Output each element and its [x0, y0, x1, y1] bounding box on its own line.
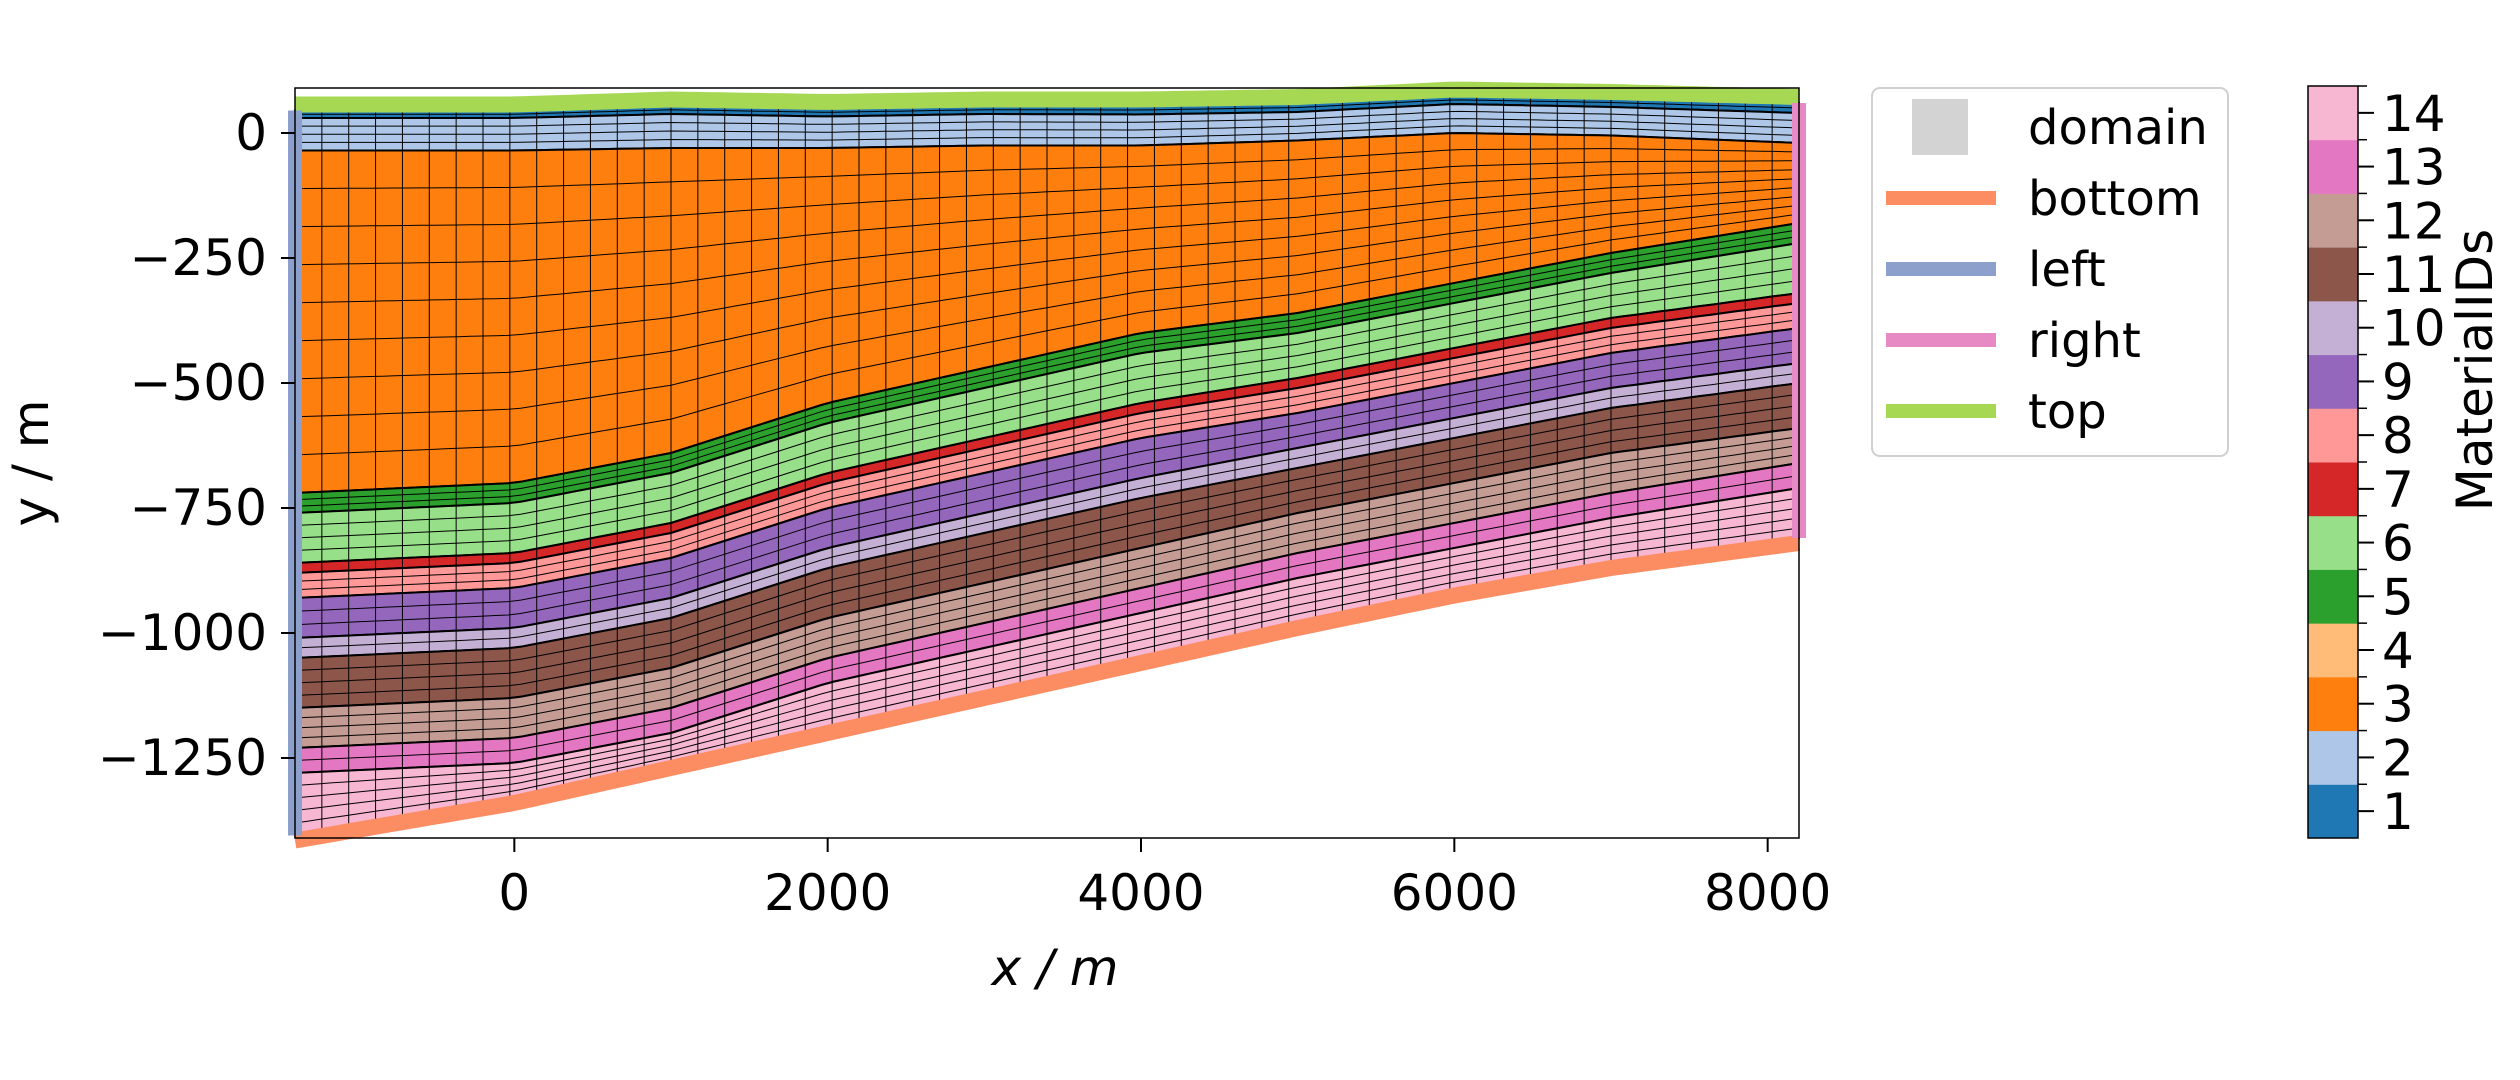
colorbar-segment-3	[2308, 676, 2358, 732]
colorbar-segment-7	[2308, 462, 2358, 517]
colorbar-tick-label: 1	[2382, 783, 2414, 841]
x-tick-label: 4000	[1077, 864, 1204, 922]
colorbar-tick-label: 5	[2382, 568, 2414, 626]
y-tick-label: −500	[130, 354, 267, 412]
x-axis-ticks: 0 2000 4000 6000 8000	[498, 838, 1831, 922]
legend-label-top: top	[2028, 384, 2107, 440]
x-tick-label: 6000	[1391, 864, 1518, 922]
colorbar-tick-label: 4	[2382, 622, 2414, 680]
colorbar-tick-label: 3	[2382, 676, 2414, 734]
colorbar-tick-label: 8	[2382, 407, 2414, 465]
colorbar-segment-11	[2308, 247, 2358, 302]
y-axis-label: y / m	[2, 400, 60, 527]
colorbar-segment-9	[2308, 354, 2358, 409]
y-axis-ticks: 0 −250 −500 −750 −1000 −1250	[98, 104, 295, 787]
y-tick-label: −1000	[98, 604, 267, 662]
y-tick-label: −1250	[98, 729, 267, 787]
plot-area	[288, 81, 1806, 849]
legend-label-domain: domain	[2028, 100, 2208, 156]
colorbar-label: MaterialIDs	[2446, 229, 2504, 511]
colorbar-tick-label: 2	[2382, 729, 2414, 787]
colorbar-tick-label: 9	[2382, 353, 2414, 411]
legend-label-bottom: bottom	[2028, 171, 2202, 227]
x-axis-label: x / m	[990, 939, 1119, 997]
legend-frame	[1871, 87, 2229, 457]
colorbar-segment-4	[2308, 623, 2358, 678]
y-tick-label: 0	[235, 104, 267, 162]
colorbar-tick-label: 11	[2382, 246, 2446, 304]
boundary-top	[295, 81, 1800, 113]
colorbar-segment-12	[2308, 193, 2358, 248]
y-tick-label: −750	[130, 479, 267, 537]
colorbar-segment-6	[2308, 515, 2358, 570]
legend-label-right: right	[2028, 313, 2141, 369]
boundary-bottom	[293, 535, 1801, 849]
colorbar-frame	[2307, 85, 2359, 839]
y-tick-label: −250	[130, 229, 267, 287]
axes-frame	[294, 87, 1800, 839]
legend-swatch-domain	[1912, 99, 1968, 155]
colorbar-segment-14	[2308, 86, 2358, 141]
legend: domain bottom left right top	[1871, 87, 2229, 457]
colorbar-tick-label: 14	[2382, 85, 2446, 143]
x-tick-label: 0	[498, 864, 530, 922]
colorbar-tick-label: 7	[2382, 461, 2414, 519]
x-tick-label: 8000	[1704, 864, 1831, 922]
colorbar-tick-label: 12	[2382, 192, 2446, 250]
colorbar-tick-label: 6	[2382, 515, 2414, 573]
colorbar-segment-2	[2308, 730, 2358, 785]
colorbar-segment-10	[2308, 300, 2358, 356]
legend-label-left: left	[2028, 242, 2106, 298]
colorbar-tick-label: 13	[2382, 139, 2446, 197]
colorbar-tick-label: 10	[2382, 300, 2446, 358]
colorbar-segment-13	[2308, 139, 2358, 194]
colorbar-segment-8	[2308, 408, 2358, 463]
colorbar-segment-5	[2308, 569, 2358, 624]
colorbar-segment-1	[2308, 784, 2358, 839]
x-tick-label: 2000	[764, 864, 891, 922]
mesh-grid	[294, 95, 1800, 831]
